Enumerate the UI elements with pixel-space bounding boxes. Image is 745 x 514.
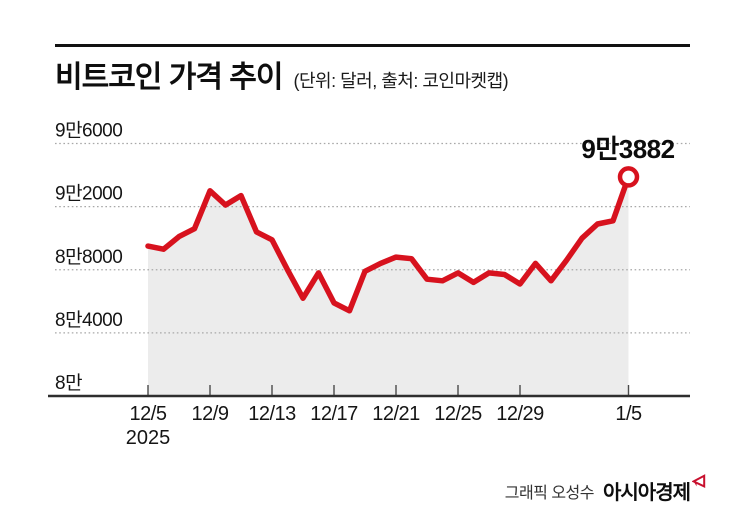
x-axis-label: 12/29	[496, 403, 544, 425]
footer-credit-line: 그래픽 오성수 아시아경제	[504, 474, 706, 505]
brand-name-text: 아시아경제	[603, 482, 691, 504]
graphic-credit: 그래픽 오성수	[504, 484, 595, 502]
chart-header: 비트코인 가격 추이 (단위: 달러, 출처: 코인마켓캡)	[55, 52, 509, 96]
chart-unit-source-note: (단위: 달러, 출처: 코인마켓캡)	[293, 71, 509, 91]
x-axis-label: 12/9	[192, 403, 229, 425]
chart-title: 비트코인 가격 추이	[55, 61, 283, 94]
price-area-fill	[148, 176, 629, 396]
x-axis-label: 12/21	[372, 403, 420, 425]
x-axis-label: 12/5	[130, 403, 167, 425]
x-axis-year-label: 2025	[126, 427, 171, 449]
x-axis-label: 12/25	[434, 403, 482, 425]
latest-price-label: 9만3882	[581, 134, 675, 164]
y-axis-label: 8만4000	[55, 309, 122, 331]
brand-name: 아시아경제	[603, 474, 706, 505]
asiae-flag-icon	[692, 474, 706, 488]
y-axis-label: 9만6000	[55, 120, 122, 142]
x-axis-label: 12/13	[248, 403, 296, 425]
header-rule	[55, 44, 690, 47]
price-line	[145, 174, 632, 314]
x-axis-label: 1/5	[615, 403, 642, 425]
latest-point-marker	[617, 166, 640, 188]
x-axis-label: 12/17	[310, 403, 358, 425]
y-axis-label: 8만8000	[55, 246, 122, 268]
y-axis-label: 8만	[55, 372, 82, 394]
y-axis-label: 9만2000	[55, 183, 122, 205]
